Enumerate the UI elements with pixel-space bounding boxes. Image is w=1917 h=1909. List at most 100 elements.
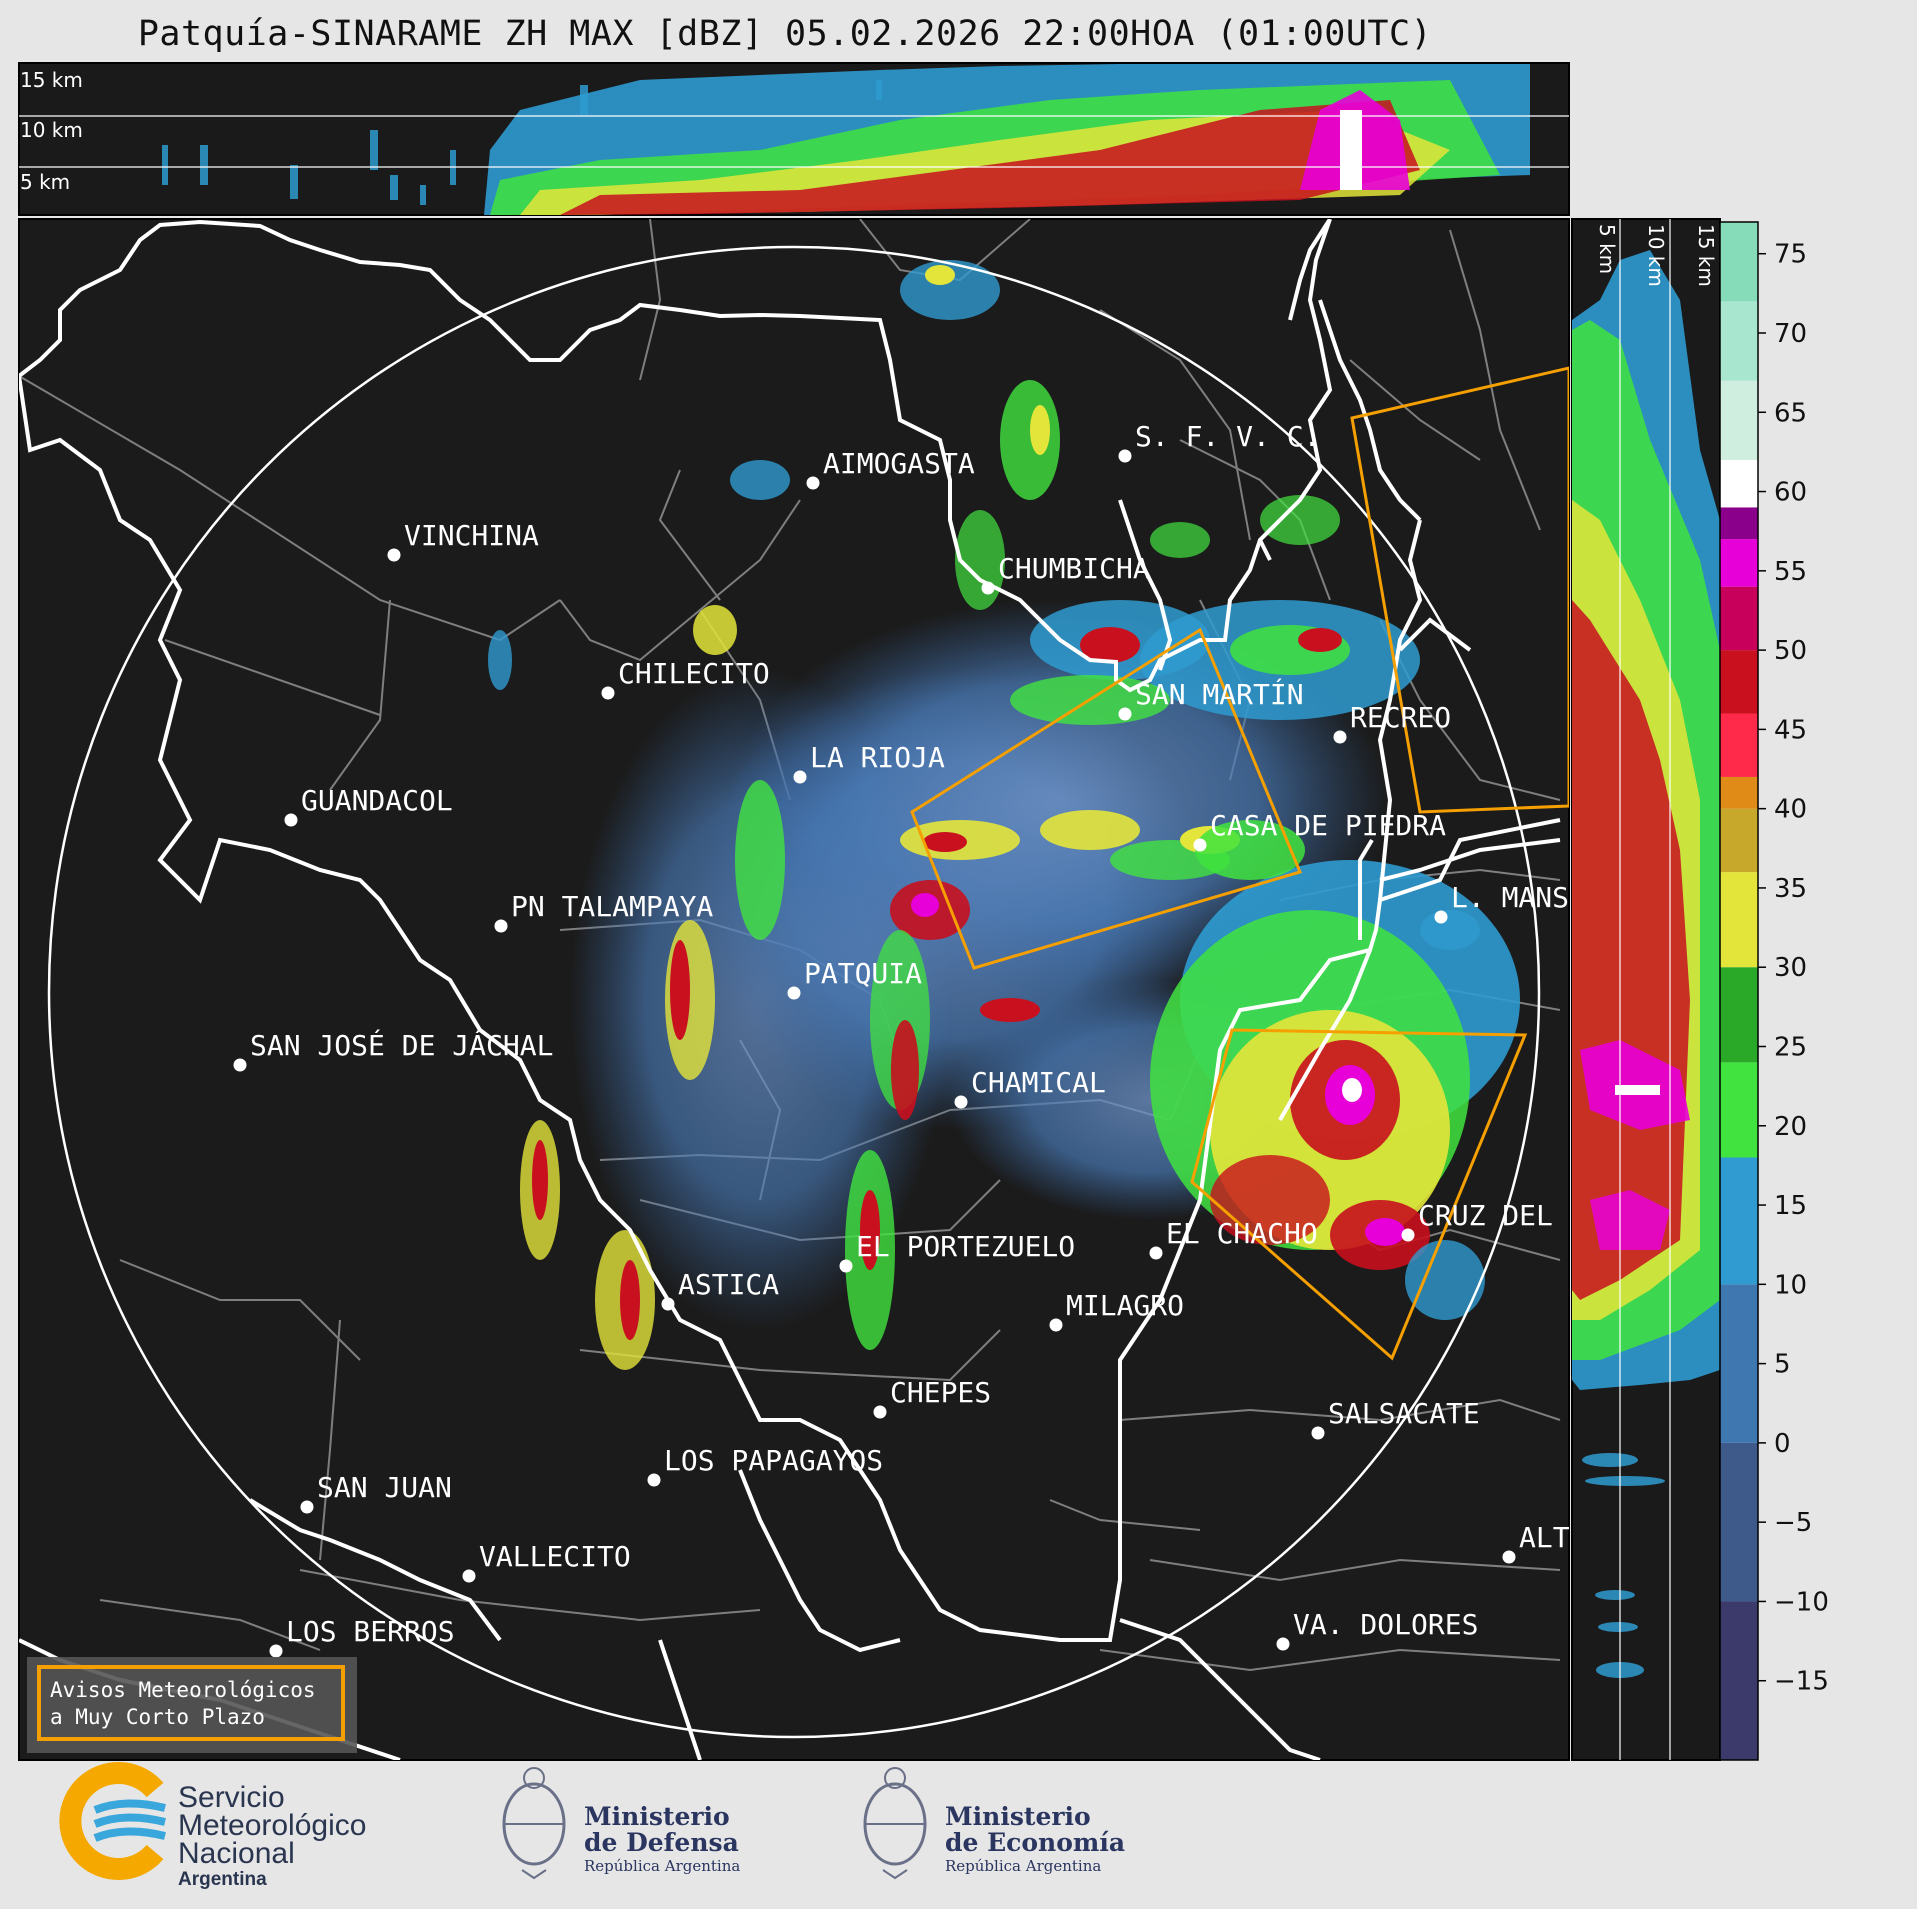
place-dot [1149,1246,1163,1260]
side-height-label-10: 10 km [1644,224,1668,287]
colorbar-tick-label: 70 [1774,319,1807,349]
place-labels: AIMOGASTA S. F. V. C. VINCHINA CHUMBICHA CHI… [233,420,1570,1658]
place-dot [284,813,298,827]
colorbar-tick-label: 65 [1774,398,1807,428]
colorbar-segment [1720,222,1758,302]
place-label: S. F. V. C. [1135,420,1320,453]
place-dot [601,686,615,700]
side-height-label-15: 15 km [1694,224,1718,287]
radar-echoes [488,260,1520,1370]
colorbar-segment [1720,380,1758,460]
warning-polygons [910,366,1569,1361]
colorbar-tick-label: −15 [1774,1667,1829,1697]
smn-line3: Nacional [178,1837,295,1870]
place-label: CHUMBICHA [998,552,1150,585]
place-marker: LOS PAPAGAYOS [647,1444,883,1487]
place-label: GUANDACOL [301,784,453,817]
place-label: VINCHINA [404,519,539,552]
top-section-panel: 15 km 10 km 5 km [18,62,1570,216]
place-dot [1434,910,1448,924]
colorbar-segment [1720,459,1758,508]
top-height-label-10: 10 km [20,118,83,142]
place-dot [1118,449,1132,463]
colorbar-tick-label: 10 [1774,1270,1807,1300]
colorbar-segment [1720,1601,1758,1760]
place-marker: SAN JUAN [300,1471,452,1514]
place-marker: ASTICA [661,1268,779,1311]
place-label: VA. DOLORES [1293,1608,1478,1641]
colorbar-segment [1720,301,1758,381]
colorbar-segment [1720,539,1758,587]
smn-line1: Servicio [178,1781,285,1814]
economia-logo: Ministerio de Economía República Argenti… [855,1760,1135,1890]
warning-legend-swatch [37,1665,345,1741]
place-dot [647,1473,661,1487]
coat-of-arms-icon [502,1767,566,1880]
place-marker: ALT [1502,1521,1570,1564]
colorbar-segment [1720,1442,1758,1602]
place-label: SAN JUAN [317,1471,452,1504]
place-dot [787,986,801,1000]
place-marker: S. F. V. C. [1118,420,1320,463]
place-dot [793,770,807,784]
colorbar-segment [1720,586,1758,651]
place-label: ASTICA [678,1268,779,1301]
place-dot [806,476,820,490]
defensa-line3: República Argentina [584,1857,741,1875]
radar-map: AIMOGASTA S. F. V. C. VINCHINA CHUMBICHA CHI… [18,218,1570,1761]
colorbar-segment [1720,713,1758,777]
place-label: CHAMICAL [971,1066,1106,1099]
place-label: SAN MARTÍN [1135,677,1304,711]
place-marker: SAN JOSÉ DE JÁCHAL [233,1028,553,1072]
colorbar-segment [1720,872,1758,968]
colorbar-tick-label: 75 [1774,240,1807,270]
place-label: ALT [1519,1521,1570,1554]
place-marker: GUANDACOL [284,784,453,827]
place-label: LOS PAPAGAYOS [664,1444,883,1477]
place-label: PATQUIA [804,957,922,990]
warning-legend-line2: a Muy Corto Plazo [50,1705,265,1729]
place-label: CRUZ DEL [1418,1199,1553,1232]
place-label: L. MANS [1451,881,1569,914]
colorbar-tick-label: 50 [1774,636,1807,666]
place-dot [1276,1637,1290,1651]
smn-line4: Argentina [178,1869,267,1890]
warning-legend: Avisos Meteorológicos a Muy Corto Plazo [27,1657,357,1753]
colorbar-tick-label: −5 [1774,1508,1812,1538]
place-dot [462,1569,476,1583]
place-marker: CASA DE PIEDRA [1193,809,1446,852]
place-dot [269,1644,283,1658]
place-marker: VINCHINA [387,519,539,562]
colorbar-segment [1720,507,1758,540]
place-dot [300,1500,314,1514]
place-marker: RECREO [1333,701,1451,744]
place-marker: CRUZ DEL [1401,1199,1553,1242]
colorbar-tick-label: 0 [1774,1429,1791,1459]
warning-legend-line1: Avisos Meteorológicos [50,1678,316,1702]
colorbar-segment [1720,1062,1758,1158]
economia-line3: República Argentina [945,1857,1102,1875]
range-ring [47,245,1541,1739]
place-label: SAN JOSÉ DE JÁCHAL [250,1028,553,1062]
colorbar-segment [1720,1284,1758,1443]
place-label: VALLECITO [479,1540,631,1573]
place-label: CHEPES [890,1376,991,1409]
place-dot [1401,1228,1415,1242]
place-marker: L. MANS [1434,881,1569,924]
place-marker: EL CHACHO [1149,1217,1318,1260]
colorbar-tick-label: 55 [1774,557,1807,587]
place-dot [981,581,995,595]
colorbar-tick-label: 15 [1774,1191,1807,1221]
colorbar-tick-label: 40 [1774,795,1807,825]
side-section-panel: 5 km 10 km 15 km [1571,218,1721,1761]
place-marker: MILAGRO [1049,1289,1184,1332]
defensa-logo-text: Ministerio de Defensa República Argentin… [584,1804,740,1876]
colorbar-gradient [1720,222,1758,1760]
place-label: SALSACATE [1328,1397,1480,1430]
top-height-label-15: 15 km [20,68,83,92]
place-dot [233,1058,247,1072]
place-dot [1311,1426,1325,1440]
colorbar-tick-label: 5 [1774,1350,1791,1380]
